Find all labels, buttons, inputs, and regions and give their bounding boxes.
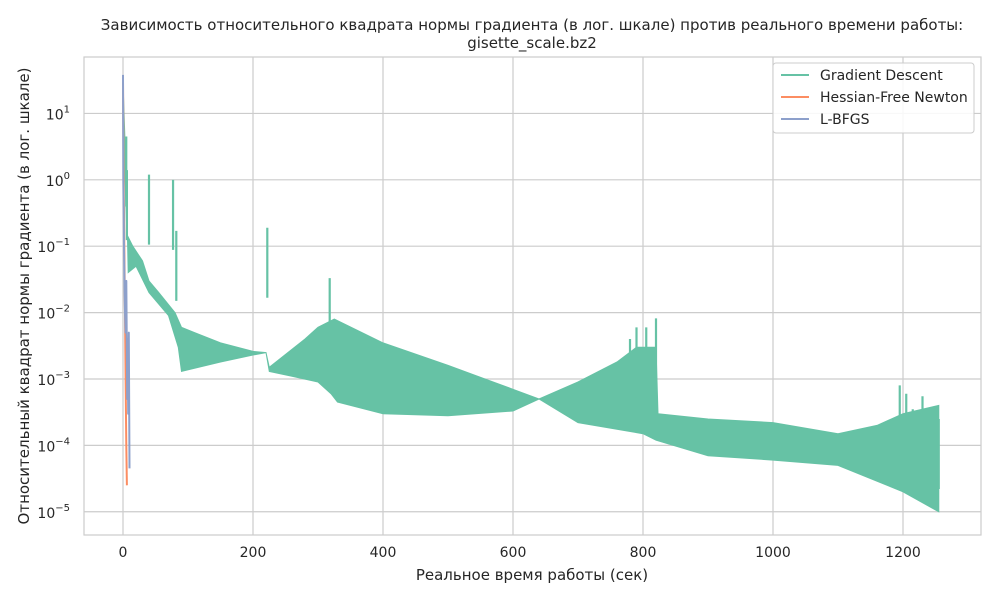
y-tick-exponent: 1 [64,104,70,115]
y-tick-exponent: −1 [55,237,70,248]
legend: Gradient Descent Hessian-Free Newton L-BFG… [772,62,975,134]
legend-label: L-BFGS [820,112,870,128]
legend-box [772,62,975,134]
y-tick-base: 10 [46,107,64,123]
series-line [122,74,131,469]
x-tick-label: 400 [370,545,397,561]
y-tick-exponent: −2 [55,304,70,315]
y-tick-exponent: 0 [64,171,70,182]
chart-title-line2: gisette_scale.bz2 [467,34,597,53]
y-tick-base: 10 [37,240,55,256]
y-tick-base: 10 [37,439,55,455]
series-l-bfgs [122,74,131,469]
series-layer [122,74,940,513]
y-tick-exponent: −4 [55,436,70,447]
plot-frame [83,56,982,536]
y-axis-label: Относительный квадрат нормы градиента (в… [15,68,33,525]
y-tick-label: 10−3 [37,370,70,389]
y-tick-base: 10 [37,373,55,389]
gd-oscillation-band [122,81,940,513]
series-gradient-descent [122,81,940,513]
x-tick-label: 600 [500,545,527,561]
y-tick-exponent: −3 [55,370,70,381]
plot-area [83,56,982,536]
x-tick-label: 200 [240,545,267,561]
y-tick-label: 10−4 [37,436,70,455]
y-tick-base: 10 [37,307,55,323]
y-tick-label: 10−5 [37,503,70,522]
y-tick-label: 10−1 [37,237,70,256]
y-tick-base: 10 [37,506,55,522]
y-tick-label: 100 [46,171,70,190]
x-axis-ticks: 0 200 400 600 800 1000 1200 [119,545,921,561]
y-tick-exponent: −5 [55,503,70,514]
x-tick-label: 1200 [885,545,921,561]
y-tick-label: 101 [46,104,70,123]
legend-label: Gradient Descent [820,68,943,84]
y-tick-label: 10−2 [37,304,70,323]
x-tick-label: 0 [119,545,128,561]
y-tick-base: 10 [46,174,64,190]
x-tick-label: 1000 [755,545,791,561]
chart-title-line1: Зависимость относительного квадрата норм… [101,16,963,34]
legend-label: Hessian-Free Newton [820,90,968,106]
x-axis-label: Реальное время работы (сек) [416,566,648,584]
x-tick-label: 800 [630,545,657,561]
